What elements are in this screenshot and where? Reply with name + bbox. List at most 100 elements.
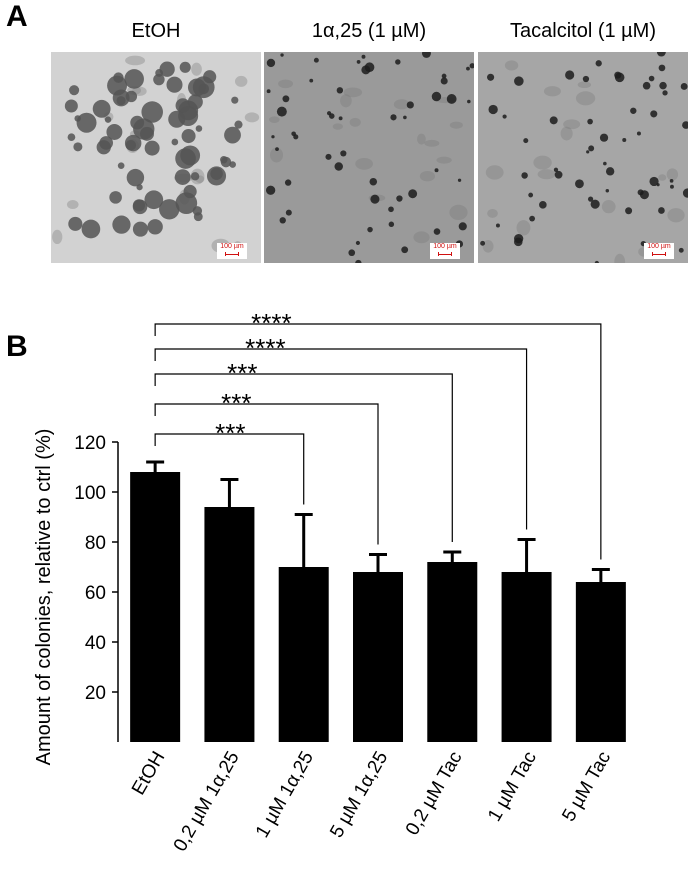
out-of-focus-colony — [355, 157, 373, 170]
out-of-focus-colony — [601, 200, 616, 214]
colony — [220, 156, 228, 164]
scale-bar-line — [438, 252, 452, 256]
colony — [168, 110, 186, 128]
colony — [523, 138, 529, 144]
out-of-focus-colony — [125, 55, 146, 66]
colony — [364, 62, 375, 73]
colony — [92, 99, 111, 118]
colony — [457, 178, 462, 182]
significance-label: **** — [245, 333, 285, 363]
colony — [605, 189, 610, 193]
out-of-focus-colony — [393, 99, 410, 110]
bar — [204, 507, 255, 742]
out-of-focus-colony — [269, 147, 284, 163]
colony — [406, 101, 414, 109]
panel-a-label: A — [6, 0, 28, 33]
colony — [622, 137, 627, 142]
scale-bar-label: 100 µm — [220, 243, 244, 250]
x-tick-label: 1 µM Tac — [484, 748, 541, 825]
colony — [630, 107, 637, 114]
colony — [488, 104, 498, 115]
colony — [193, 212, 203, 222]
colony — [669, 179, 674, 183]
significance-label: *** — [221, 388, 251, 418]
colony — [326, 111, 332, 116]
out-of-focus-colony — [278, 79, 294, 89]
colony — [396, 195, 403, 202]
out-of-focus-colony — [419, 170, 436, 182]
colony — [355, 259, 362, 263]
colony — [521, 172, 528, 179]
colony — [159, 199, 180, 220]
colony — [588, 145, 595, 152]
out-of-focus-colony — [504, 60, 519, 71]
scale-bar: 100 µm — [217, 243, 247, 259]
colony — [179, 61, 191, 73]
colony — [153, 73, 165, 86]
out-of-focus-colony — [537, 169, 556, 180]
micrograph-etoh: 100 µm — [51, 52, 261, 263]
colony — [113, 72, 124, 83]
micrograph-tacalcitol: 100 µm — [478, 52, 688, 263]
colony — [195, 125, 203, 132]
out-of-focus-colony — [485, 165, 504, 180]
colony — [514, 76, 524, 86]
colony — [284, 179, 292, 186]
colony — [565, 70, 575, 80]
colony — [549, 116, 558, 125]
x-tick-label: 5 µM Tac — [558, 748, 615, 825]
out-of-focus-colony — [417, 133, 426, 145]
out-of-focus-colony — [269, 116, 280, 123]
colony — [106, 124, 123, 140]
colony — [422, 52, 431, 58]
colony — [231, 96, 239, 104]
out-of-focus-colony — [449, 121, 463, 129]
colony — [590, 199, 600, 209]
colony — [166, 76, 183, 93]
colony — [271, 135, 275, 139]
colony — [682, 121, 688, 129]
colony — [104, 116, 112, 123]
out-of-focus-colony — [614, 253, 626, 263]
colony — [144, 190, 164, 210]
out-of-focus-colony — [560, 126, 573, 141]
x-tick-label: EtOH — [128, 748, 169, 799]
colony — [266, 89, 271, 94]
colony — [648, 75, 655, 82]
colony — [388, 221, 395, 228]
y-tick-label: 20 — [85, 683, 106, 704]
colony — [69, 85, 80, 96]
scale-bar: 100 µm — [644, 243, 674, 259]
significance-label: *** — [215, 418, 245, 448]
colony — [658, 207, 665, 214]
out-of-focus-colony — [577, 81, 592, 89]
colony — [159, 61, 175, 77]
colony — [369, 177, 378, 186]
colony — [513, 237, 523, 247]
colony — [639, 190, 649, 200]
colony — [650, 110, 658, 118]
colony — [266, 58, 276, 68]
colony — [141, 101, 163, 123]
out-of-focus-colony — [66, 200, 79, 210]
colony — [356, 60, 361, 64]
out-of-focus-colony — [563, 119, 581, 130]
colony — [636, 131, 641, 136]
out-of-focus-colony — [52, 229, 63, 245]
colony — [539, 201, 547, 209]
bar — [501, 572, 552, 742]
micrograph-calcitriol: 100 µm — [264, 52, 474, 263]
colony — [361, 54, 366, 59]
colony — [276, 106, 287, 117]
out-of-focus-colony — [487, 208, 498, 218]
colony — [117, 162, 125, 170]
colony — [582, 75, 590, 83]
significance-bracket — [154, 403, 379, 545]
colony — [587, 118, 593, 125]
colony — [190, 172, 200, 181]
colony — [408, 189, 418, 199]
colony — [440, 77, 448, 85]
colony — [144, 140, 160, 156]
colony — [670, 184, 674, 189]
colony — [64, 99, 78, 113]
